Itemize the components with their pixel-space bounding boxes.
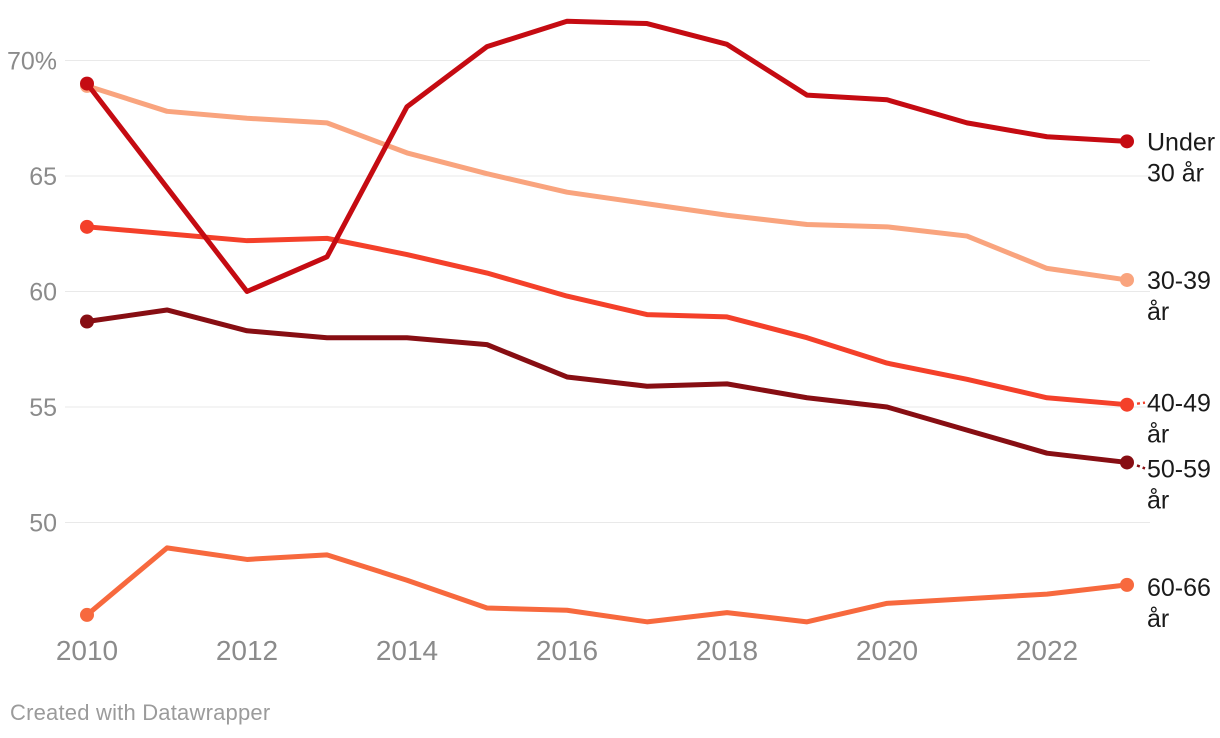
- y-axis-label-70: 70%: [7, 48, 57, 76]
- series-end-dot-Under 30 år: [1120, 134, 1134, 149]
- series-end-dot-40-49 år: [1120, 397, 1134, 412]
- series-end-dot-50-59 år: [1120, 455, 1134, 470]
- x-axis-label-2020: 2020: [856, 635, 918, 666]
- y-axis-label-50: 50: [29, 510, 57, 538]
- x-axis-label-2018: 2018: [696, 635, 758, 666]
- series-line-60-66 år: [84, 545, 1130, 625]
- series-line-Under 30 år: [84, 18, 1130, 294]
- series-label-Under 30 år-line1: Under: [1147, 128, 1215, 156]
- leader-dash-50-59 år: [1136, 464, 1146, 470]
- series-start-dot-50-59 år: [80, 314, 94, 329]
- series-start-dot-60-66 år: [80, 607, 94, 622]
- leader-dash-40-49 år: [1136, 401, 1146, 405]
- y-axis-label-65: 65: [29, 163, 57, 191]
- series-end-dot-60-66 år: [1120, 577, 1134, 592]
- series-label-40-49 år-line2: år: [1147, 421, 1169, 449]
- series-label-30-39 år-line2: år: [1147, 298, 1169, 326]
- series-line-30-39 år: [84, 83, 1130, 283]
- x-axis-label-2014: 2014: [376, 635, 438, 666]
- series-end-dot-30-39 år: [1120, 272, 1134, 287]
- series-label-50-59 år-line2: år: [1147, 486, 1169, 514]
- series-line-40-49 år: [84, 224, 1130, 408]
- x-axis-label-2016: 2016: [536, 635, 598, 666]
- series-start-dot-40-49 år: [80, 219, 94, 234]
- chart-credit: Created with Datawrapper: [10, 700, 270, 726]
- series-label-40-49 år-line1: 40-49: [1147, 390, 1211, 418]
- series-line-50-59 år: [84, 307, 1130, 465]
- credit-text: Created with Datawrapper: [10, 700, 271, 725]
- series-start-dot-Under 30 år: [80, 76, 94, 91]
- series-label-60-66 år-line2: år: [1147, 605, 1169, 633]
- y-axis-label-55: 55: [29, 394, 57, 422]
- x-axis-label-2010: 2010: [56, 635, 118, 666]
- x-axis-label-2022: 2022: [1016, 635, 1078, 666]
- series-label-60-66 år-line1: 60-66: [1147, 574, 1211, 602]
- x-axis-label-2012: 2012: [216, 635, 278, 666]
- series-label-50-59 år-line1: 50-59: [1147, 455, 1211, 483]
- series-label-Under 30 år-line2: 30 år: [1147, 159, 1204, 187]
- series-label-30-39 år-line1: 30-39: [1147, 267, 1211, 295]
- y-axis-label-60: 60: [29, 279, 57, 307]
